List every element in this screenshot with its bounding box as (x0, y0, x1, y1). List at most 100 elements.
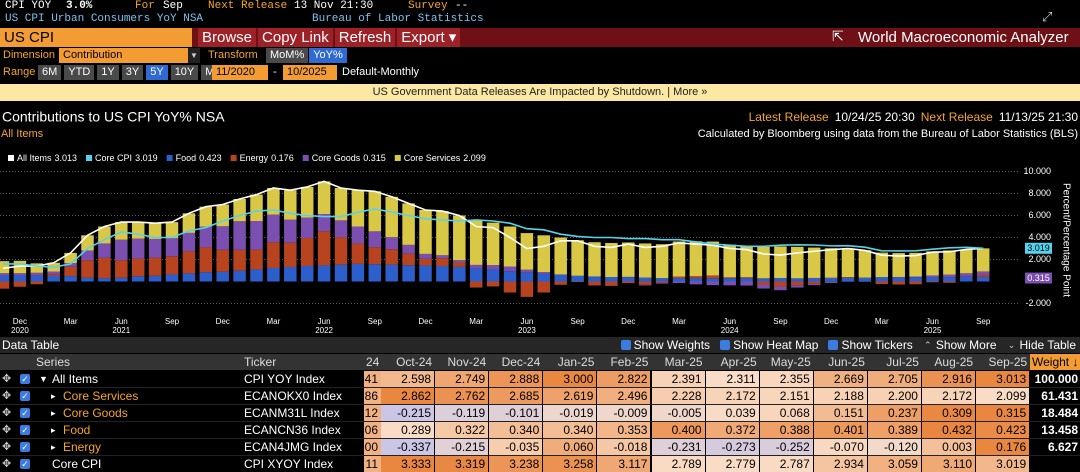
bar-segment (976, 274, 990, 277)
range-button[interactable]: 6M (38, 65, 62, 80)
column-header[interactable]: 24 (366, 355, 380, 369)
checkbox (620, 340, 631, 350)
table-option[interactable]: ⌄ Hide Table (1007, 337, 1076, 353)
next-release-value: 13 Nov 21:30 (294, 0, 374, 12)
toolbar-button[interactable]: Export ▾ (397, 28, 461, 47)
table-cell: 0.151 (813, 405, 867, 421)
expand-arrow[interactable]: ▼ (39, 374, 48, 384)
bar-segment (960, 273, 973, 277)
table-cell: -0.252 (759, 439, 813, 455)
bar-segment (216, 226, 229, 250)
table-cell: 2.172 (922, 388, 976, 404)
toolbar-button[interactable]: Refresh (334, 28, 396, 47)
legend-value: 0.176 (271, 153, 294, 163)
expand-arrow[interactable]: ▸ (51, 408, 56, 418)
column-header[interactable]: Ticker (244, 355, 277, 369)
column-header[interactable]: Apr-25 (720, 355, 757, 369)
toolbar-button[interactable]: Browse (198, 28, 257, 47)
row-checkbox[interactable]: ✓ (20, 374, 30, 384)
legend-value: 2.099 (463, 153, 486, 163)
bar-segment (706, 275, 720, 279)
column-header[interactable]: Aug-25 (934, 355, 974, 369)
row-checkbox[interactable]: ✓ (20, 391, 30, 401)
table-cell: -0.005 (651, 405, 705, 421)
data-table: Series Ticker 24 Oct-24 Nov-24 Dec-24 Jan-25 Fe… (0, 354, 1080, 472)
bar-segment (199, 206, 213, 227)
bar-segment (165, 238, 179, 257)
bar-segment (740, 278, 753, 282)
bar-segment (30, 275, 44, 282)
drag-icon[interactable]: ✥ (2, 423, 12, 436)
y-tick-label: 8.000 (1028, 188, 1051, 198)
bar-segment (503, 271, 517, 282)
drag-icon[interactable]: ✥ (2, 457, 12, 470)
bar-segment (875, 252, 889, 278)
end-date[interactable]: 10/2025 (283, 65, 337, 80)
table-option[interactable]: Show Weights (620, 337, 710, 353)
expand-arrow[interactable]: ▸ (51, 425, 56, 435)
range-button[interactable]: 3Y (121, 65, 144, 80)
launch-icon[interactable]: ⇱ (832, 29, 844, 45)
bar-segment (148, 238, 162, 258)
bar-segment (64, 263, 77, 267)
bar-segment (655, 278, 669, 282)
start-date[interactable]: 11/2020 (212, 65, 268, 80)
toolbar-button[interactable]: Copy Link (258, 28, 333, 47)
drag-icon[interactable]: ✥ (2, 372, 12, 385)
column-header[interactable]: Jan-25 (557, 355, 595, 369)
table-cell: 0.401 (813, 422, 867, 438)
column-header[interactable]: Series (36, 355, 71, 369)
transform-button[interactable]: YoY% (309, 48, 347, 63)
expand-arrow[interactable]: ▸ (51, 391, 56, 401)
bar-segment (638, 281, 652, 285)
column-header[interactable]: May-25 (770, 355, 811, 369)
table-option[interactable]: Show Heat Map (720, 337, 818, 353)
bar-segment (368, 191, 382, 232)
column-header[interactable]: Jun-25 (828, 355, 865, 369)
row-checkbox[interactable]: ✓ (20, 459, 30, 469)
column-header[interactable]: Nov-24 (447, 355, 487, 369)
legend-name: Core Services (404, 153, 461, 163)
x-tick-label: Mar (875, 317, 889, 326)
column-header[interactable]: Dec-24 (501, 355, 541, 369)
table-cell: 0.432 (922, 422, 976, 438)
search-input[interactable]: US CPI (0, 28, 192, 47)
range-button[interactable]: 1Y (97, 65, 119, 80)
resize-icon[interactable]: ⤢ (1042, 10, 1053, 25)
range-button[interactable]: 10Y (170, 65, 199, 80)
bar-segment (351, 243, 365, 264)
dropdown-arrow[interactable]: ▼ (188, 48, 200, 63)
legend-name: Energy (240, 153, 269, 163)
row-checkbox[interactable]: ✓ (20, 425, 30, 435)
ticker: CPI YOY (5, 0, 52, 12)
column-header[interactable]: Feb-25 (610, 355, 649, 369)
bar-segment (402, 265, 415, 282)
shutdown-banner[interactable]: US Government Data Releases Are Impacted… (0, 84, 1080, 101)
drag-icon[interactable]: ✥ (2, 389, 12, 402)
expand-arrow[interactable]: ▸ (51, 442, 56, 452)
next-release-label: Next Release (208, 0, 288, 12)
drag-icon[interactable]: ✥ (2, 406, 12, 419)
drag-icon[interactable]: ✥ (2, 440, 12, 453)
column-header[interactable]: Sep-25 (988, 355, 1028, 369)
bar-segment (943, 274, 956, 278)
dimension-select[interactable]: Contribution (59, 48, 192, 63)
table-option[interactable]: Show Tickers (828, 337, 913, 353)
bar-segment (64, 252, 77, 264)
column-header[interactable]: Weight ↓ (1030, 354, 1080, 370)
legend-value: 3.019 (135, 153, 158, 163)
transform-button[interactable]: MoM% (266, 48, 309, 63)
range-button[interactable]: 5Y (146, 65, 168, 80)
column-header[interactable]: Oct-24 (396, 355, 433, 369)
column-header[interactable]: Jul-25 (886, 355, 919, 369)
bar-segment (486, 265, 500, 270)
range-buttons: 6MYTD1Y3Y5Y10YMAX (38, 65, 234, 80)
row-checkbox[interactable]: ✓ (20, 408, 30, 418)
bar-segment (233, 199, 246, 222)
table-option[interactable]: ⌃ Show More (923, 337, 996, 353)
column-header[interactable]: Mar-25 (664, 355, 703, 369)
range-button[interactable]: YTD (64, 65, 95, 80)
row-checkbox[interactable]: ✓ (20, 442, 30, 452)
bar-segment (672, 241, 686, 277)
table-cell: 0.353 (597, 422, 651, 438)
